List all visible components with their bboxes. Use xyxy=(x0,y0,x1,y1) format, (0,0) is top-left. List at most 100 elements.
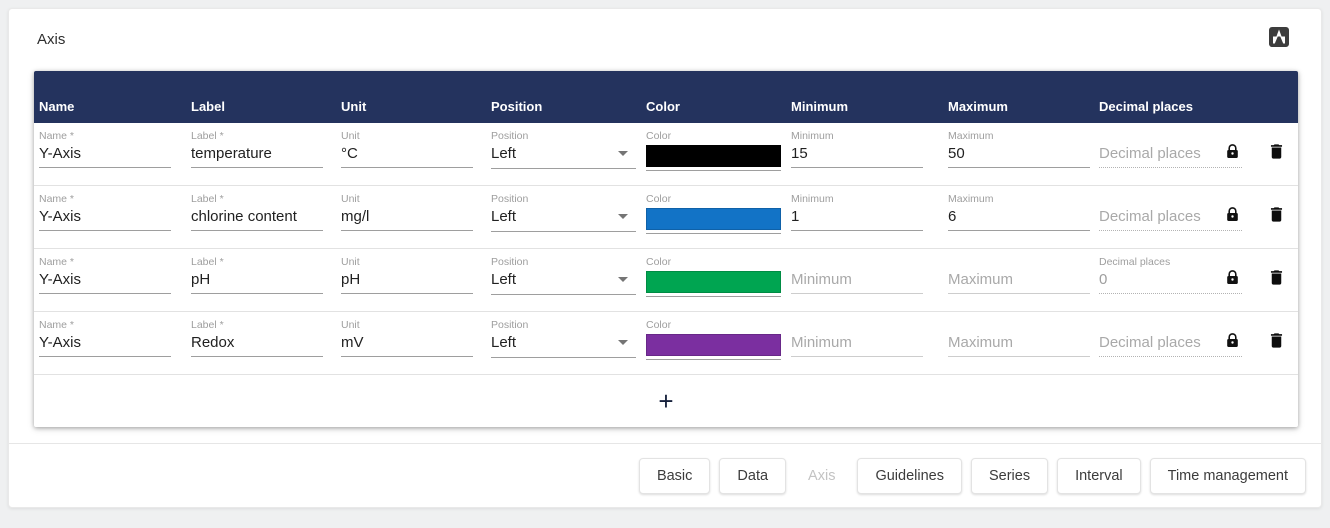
color-swatch[interactable] xyxy=(646,334,781,356)
label-field: Label * xyxy=(191,312,323,357)
lock-icon xyxy=(1227,333,1238,347)
decimal-places-field: Decimal places xyxy=(1099,249,1242,294)
trash-icon xyxy=(1270,333,1282,348)
color-swatch[interactable] xyxy=(646,145,781,167)
nav-button-data[interactable]: Data xyxy=(719,457,787,494)
minimum-input[interactable] xyxy=(791,206,923,231)
underline xyxy=(646,359,781,360)
label-input[interactable] xyxy=(191,206,323,231)
maximum-input[interactable] xyxy=(948,332,1090,357)
unit-input[interactable] xyxy=(341,143,473,168)
delete-row-button[interactable] xyxy=(1264,267,1288,291)
unit-input[interactable] xyxy=(341,332,473,357)
field-label: Unit xyxy=(341,256,360,268)
position-select[interactable]: Left xyxy=(491,332,636,358)
axis-row: Name * Label * Unit Position Left Color … xyxy=(34,123,1298,186)
decimal-places-input xyxy=(1099,332,1242,357)
color-field: Color xyxy=(646,186,781,234)
label-input[interactable] xyxy=(191,143,323,168)
row-actions xyxy=(1263,123,1298,167)
position-select[interactable]: Left xyxy=(491,206,636,232)
maximum-input[interactable] xyxy=(948,269,1090,294)
field-label: Position xyxy=(491,193,529,205)
field-label: Color xyxy=(646,193,672,205)
label-field: Label * xyxy=(191,186,323,231)
color-field: Color xyxy=(646,249,781,297)
field-label: Maximum xyxy=(948,193,994,205)
position-field: Position Left xyxy=(491,123,636,169)
unit-field: Unit xyxy=(341,123,473,168)
delete-row-button[interactable] xyxy=(1264,141,1288,165)
column-header: Color xyxy=(646,99,680,114)
trash-icon xyxy=(1270,207,1282,222)
add-row-area: + xyxy=(34,375,1298,427)
nav-button-time-management[interactable]: Time management xyxy=(1149,457,1306,494)
field-label: Label * xyxy=(191,130,224,142)
lock-icon xyxy=(1227,270,1238,284)
maximum-field: Maximum xyxy=(948,186,1090,231)
unit-field: Unit xyxy=(341,186,473,231)
name-input[interactable] xyxy=(39,143,171,168)
chevron-down-icon xyxy=(618,340,628,345)
nav-button-axis: Axis xyxy=(795,458,848,494)
minimum-input[interactable] xyxy=(791,143,923,168)
maximum-input[interactable] xyxy=(948,143,1090,168)
field-label: Position xyxy=(491,256,529,268)
field-label: Name * xyxy=(39,193,75,205)
add-axis-button[interactable]: + xyxy=(634,388,697,414)
column-header: Label xyxy=(191,99,225,114)
column-header: Decimal places xyxy=(1099,99,1193,114)
color-swatch[interactable] xyxy=(646,271,781,293)
decimal-places-field xyxy=(1099,186,1242,231)
axis-row: Name * Label * Unit Position Left Color … xyxy=(34,186,1298,249)
label-input[interactable] xyxy=(191,269,323,294)
minimum-field: Minimum xyxy=(791,186,923,231)
field-label: Name * xyxy=(39,319,75,331)
name-input[interactable] xyxy=(39,332,171,357)
name-input[interactable] xyxy=(39,206,171,231)
color-field: Color xyxy=(646,312,781,360)
maximum-input[interactable] xyxy=(948,206,1090,231)
field-label xyxy=(791,256,923,269)
field-label xyxy=(948,256,1090,269)
unit-input[interactable] xyxy=(341,269,473,294)
minimum-input[interactable] xyxy=(791,332,923,357)
nav-button-guidelines[interactable]: Guidelines xyxy=(857,457,962,494)
decimal-places-input xyxy=(1099,269,1242,294)
label-field: Label * xyxy=(191,249,323,294)
position-field: Position Left xyxy=(491,186,636,232)
color-swatch[interactable] xyxy=(646,208,781,230)
position-select[interactable]: Left xyxy=(491,269,636,295)
scroll-to-top-icon[interactable] xyxy=(1269,27,1289,47)
underline xyxy=(646,296,781,297)
column-header: Name xyxy=(39,99,75,114)
column-header: Maximum xyxy=(948,99,1008,114)
table-header: Name Label Unit Position Color Minimum Maximum… xyxy=(34,71,1298,123)
nav-button-basic[interactable]: Basic xyxy=(638,457,711,494)
nav-button-interval[interactable]: Interval xyxy=(1057,457,1141,494)
delete-row-button[interactable] xyxy=(1264,204,1288,228)
field-label: Decimal places xyxy=(1099,256,1171,268)
field-label: Color xyxy=(646,256,672,268)
row-actions xyxy=(1263,186,1298,230)
label-input[interactable] xyxy=(191,332,323,357)
position-value: Left xyxy=(491,208,517,225)
chevron-down-icon xyxy=(618,214,628,219)
unit-input[interactable] xyxy=(341,206,473,231)
delete-row-button[interactable] xyxy=(1264,330,1288,354)
nav-button-series[interactable]: Series xyxy=(970,457,1049,494)
unit-field: Unit xyxy=(341,249,473,294)
name-input[interactable] xyxy=(39,269,171,294)
field-label: Position xyxy=(491,130,529,142)
column-header: Position xyxy=(491,99,543,114)
axis-row: Name * Label * Unit Position Left Color xyxy=(34,312,1298,375)
field-label: Name * xyxy=(39,130,75,142)
chevron-down-icon xyxy=(618,151,628,156)
name-field: Name * xyxy=(39,249,171,294)
field-label: Color xyxy=(646,130,672,142)
position-select[interactable]: Left xyxy=(491,143,636,169)
field-label: Maximum xyxy=(948,130,994,142)
position-value: Left xyxy=(491,334,517,351)
minimum-input[interactable] xyxy=(791,269,923,294)
field-label: Label * xyxy=(191,193,224,205)
